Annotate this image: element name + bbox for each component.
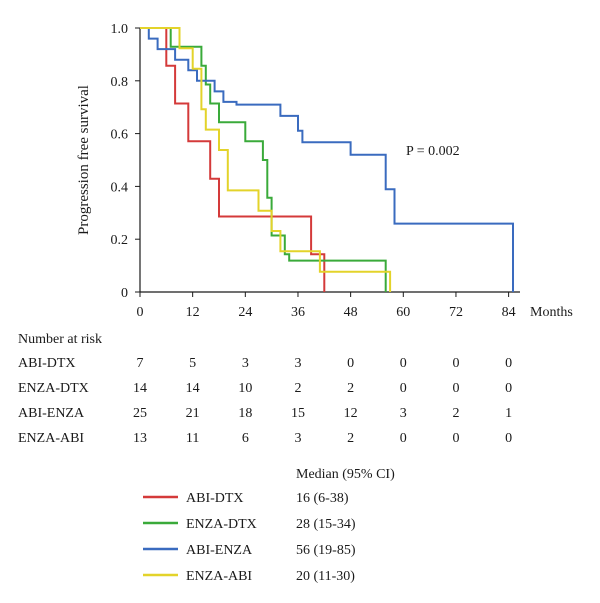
risk-cell: 14 <box>133 381 147 396</box>
y-tick-label: 0.4 <box>111 180 129 195</box>
legend: Median (95% CI) ABI-DTX 16 (6-38) ENZA-DTX… <box>143 467 395 584</box>
legend-label: ENZA-ABI <box>186 569 252 584</box>
legend-median: 16 (6-38) <box>296 491 349 506</box>
risk-row-label: ABI-ENZA <box>18 406 85 421</box>
risk-cell: 21 <box>186 406 200 421</box>
legend-header: Median (95% CI) <box>296 467 395 482</box>
x-axis-label: Months <box>530 305 573 320</box>
risk-cell: 10 <box>238 381 252 396</box>
risk-cell: 2 <box>294 381 301 396</box>
risk-cell: 2 <box>347 381 354 396</box>
x-tick-label: 84 <box>502 305 516 320</box>
legend-label: ABI-DTX <box>186 491 244 506</box>
x-tick-label: 0 <box>137 305 144 320</box>
risk-cell: 6 <box>242 431 249 446</box>
curve-abi-dtx <box>140 27 326 292</box>
risk-table: Number at risk ABI-DTX 7 5 3 3 0 0 0 0 ENZA-DTX 14… <box>18 332 512 446</box>
risk-cell: 0 <box>452 381 459 396</box>
legend-median: 56 (19-85) <box>296 543 356 558</box>
risk-table-title: Number at risk <box>18 332 102 347</box>
risk-cell: 0 <box>347 356 354 371</box>
risk-cell: 12 <box>344 406 358 421</box>
risk-cell: 25 <box>133 406 147 421</box>
x-ticks: 0 12 24 36 48 60 72 84 <box>137 292 516 320</box>
legend-items: ABI-DTX 16 (6-38) ENZA-DTX 28 (15-34) ABI-EN… <box>143 491 356 584</box>
x-tick-label: 48 <box>344 305 358 320</box>
risk-cell: 0 <box>505 356 512 371</box>
x-tick-label: 72 <box>449 305 463 320</box>
risk-cell: 3 <box>294 431 301 446</box>
survival-curves <box>140 27 514 292</box>
risk-row-label: ENZA-DTX <box>18 381 89 396</box>
y-tick-label: 1.0 <box>111 22 129 37</box>
p-value-annotation: P = 0.002 <box>406 144 460 159</box>
y-tick-label: 0.8 <box>111 75 129 90</box>
risk-cell: 0 <box>452 356 459 371</box>
x-tick-label: 12 <box>186 305 200 320</box>
risk-cell: 3 <box>400 406 407 421</box>
y-tick-label: 0.6 <box>111 128 129 143</box>
risk-cell: 0 <box>505 381 512 396</box>
risk-cell: 0 <box>400 431 407 446</box>
risk-cell: 14 <box>186 381 200 396</box>
y-axis-label: Progression free survival <box>76 85 92 235</box>
risk-cell: 0 <box>400 356 407 371</box>
y-ticks: 0 0.2 0.4 0.6 0.8 1.0 <box>111 22 140 301</box>
curve-enza-dtx <box>140 27 387 292</box>
risk-cell: 0 <box>452 431 459 446</box>
risk-row-label: ABI-DTX <box>18 356 76 371</box>
risk-cell: 1 <box>505 406 512 421</box>
risk-cell: 11 <box>186 431 199 446</box>
legend-median: 20 (11-30) <box>296 569 355 584</box>
risk-cell: 0 <box>400 381 407 396</box>
plot-area: 0 0.2 0.4 0.6 0.8 1.0 0 12 24 36 48 60 72 84 Progres… <box>76 22 573 320</box>
risk-cell: 7 <box>137 356 144 371</box>
curve-enza-abi <box>140 27 392 292</box>
x-tick-label: 24 <box>238 305 252 320</box>
risk-cell: 2 <box>452 406 459 421</box>
risk-cell: 15 <box>291 406 305 421</box>
legend-median: 28 (15-34) <box>296 517 356 532</box>
x-tick-label: 36 <box>291 305 305 320</box>
risk-cell: 0 <box>505 431 512 446</box>
risk-row-label: ENZA-ABI <box>18 431 84 446</box>
legend-label: ENZA-DTX <box>186 517 257 532</box>
curve-abi-enza <box>140 27 514 292</box>
legend-label: ABI-ENZA <box>186 543 253 558</box>
risk-cell: 18 <box>238 406 252 421</box>
x-tick-label: 60 <box>396 305 410 320</box>
y-tick-label: 0.2 <box>111 233 129 248</box>
risk-cell: 2 <box>347 431 354 446</box>
risk-cell: 3 <box>242 356 249 371</box>
risk-cell: 13 <box>133 431 147 446</box>
y-tick-label: 0 <box>121 286 128 301</box>
risk-cell: 3 <box>294 356 301 371</box>
risk-cell: 5 <box>189 356 196 371</box>
